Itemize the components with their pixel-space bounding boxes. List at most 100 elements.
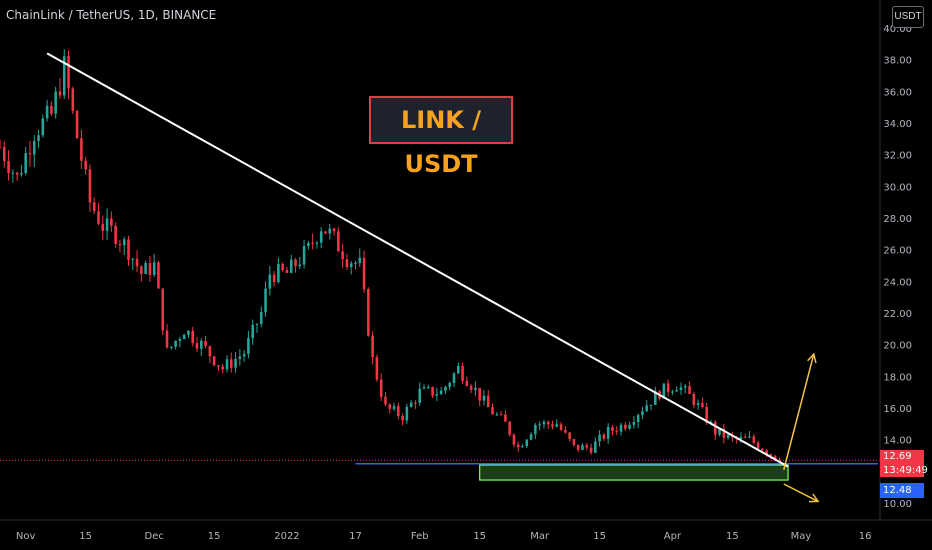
candle <box>319 226 323 249</box>
candle <box>461 362 464 385</box>
candle <box>529 432 533 441</box>
candle-body <box>624 424 627 429</box>
support-price-tag: 12.48 <box>880 483 924 498</box>
candle <box>452 371 456 388</box>
candle-body <box>666 383 670 392</box>
candle <box>495 412 499 417</box>
candle-body <box>435 394 439 396</box>
candle <box>696 399 700 410</box>
candle-body <box>645 405 649 412</box>
candle-body <box>761 448 764 451</box>
candle <box>619 422 623 436</box>
candle <box>118 239 122 253</box>
candle-body <box>272 274 276 283</box>
candle-body <box>367 289 370 336</box>
candle <box>491 403 494 415</box>
candle <box>521 444 524 448</box>
candle <box>328 223 332 240</box>
candle <box>152 253 156 278</box>
candle <box>341 243 344 268</box>
arrow-down-shaft <box>783 483 819 503</box>
link-usdt-badge[interactable]: LINK / USDT <box>369 96 513 178</box>
candle-body <box>229 359 233 368</box>
candle-body <box>247 338 250 354</box>
candle <box>307 241 310 250</box>
candle-body <box>285 269 289 273</box>
candle <box>713 420 717 440</box>
time-tick-label: Mar <box>530 531 550 542</box>
candle-body <box>615 430 619 432</box>
candle-body <box>469 385 473 390</box>
candle-body <box>564 429 567 433</box>
candle <box>405 403 409 424</box>
candle-body <box>114 225 117 245</box>
candle <box>315 240 319 249</box>
candle-body <box>439 390 443 395</box>
candle <box>392 402 396 411</box>
candle <box>349 261 353 275</box>
candle <box>135 250 139 273</box>
candle <box>24 146 27 176</box>
candle-body <box>756 442 760 449</box>
candle-body <box>448 382 451 387</box>
price-tick-label: 34.00 <box>883 119 912 130</box>
price-tick-label: 24.00 <box>883 277 912 288</box>
candle <box>20 164 23 177</box>
candle <box>324 231 327 235</box>
candle <box>555 419 559 428</box>
candle-body <box>636 415 640 423</box>
candle <box>191 326 195 347</box>
candle <box>105 208 109 241</box>
candle-body <box>722 428 726 438</box>
arrow-up-shaft <box>783 353 815 470</box>
candle-body <box>362 257 366 290</box>
candle <box>242 350 246 362</box>
candle <box>157 260 160 289</box>
candle-body <box>478 387 481 401</box>
candle-body <box>461 366 464 381</box>
candle <box>615 426 619 435</box>
time-tick-label: Dec <box>145 531 164 542</box>
candle <box>666 379 670 397</box>
candle-body <box>405 406 409 421</box>
candle <box>45 99 49 122</box>
candle-body <box>444 386 447 391</box>
candle-body <box>131 258 135 260</box>
candle-body <box>101 223 105 231</box>
candle-body <box>324 231 327 234</box>
candle-body <box>298 264 302 267</box>
candle-body <box>683 386 687 388</box>
candle-body <box>7 161 10 174</box>
candle-body <box>585 445 589 448</box>
candle <box>229 352 233 373</box>
candle-body <box>465 380 469 386</box>
candle-body <box>32 140 36 155</box>
candle <box>701 397 704 409</box>
candle-body <box>354 263 357 265</box>
candle-body <box>598 434 601 442</box>
candle-body <box>71 88 75 111</box>
candle-body <box>311 242 314 244</box>
candle-body <box>148 263 152 275</box>
candle <box>632 416 636 429</box>
candle <box>131 257 135 270</box>
candle-body <box>495 414 499 416</box>
candle-body <box>24 153 27 174</box>
symbol-title[interactable]: ChainLink / TetherUS, 1D, BINANCE <box>6 8 217 22</box>
candle-body <box>11 172 15 174</box>
candle <box>88 164 92 212</box>
candle-body <box>611 427 614 431</box>
currency-button[interactable]: USDT <box>892 6 924 28</box>
candle <box>576 444 580 453</box>
candle <box>499 410 503 416</box>
candle <box>174 340 177 350</box>
candle <box>148 256 152 282</box>
candle <box>165 324 169 349</box>
candle <box>225 355 229 373</box>
candle <box>439 386 443 395</box>
candle <box>559 421 563 432</box>
candle-body <box>122 239 126 246</box>
candle <box>302 240 306 269</box>
candle <box>92 197 96 215</box>
